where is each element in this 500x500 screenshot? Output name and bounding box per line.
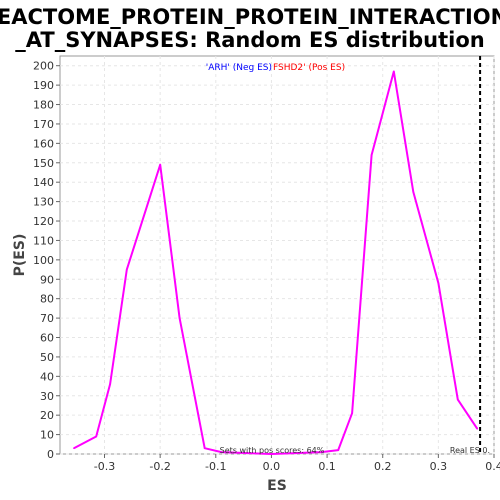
y-tick-label: 150 <box>33 157 54 170</box>
x-tick-label: 0.0 <box>263 460 281 473</box>
x-tick-label: -0.1 <box>205 460 226 473</box>
y-tick-label: 0 <box>47 448 54 461</box>
data-point <box>203 447 206 449</box>
chart-title-line-2: _AT_SYNAPSES: Random ES distribution <box>15 28 484 52</box>
chart-title-line-1: REACTOME_PROTEIN_PROTEIN_INTERACTIONS <box>0 5 500 29</box>
pos-scores-annotation: Sets with pos scores: 64% <box>220 446 325 455</box>
data-point <box>337 449 340 451</box>
x-tick-label: 0.4 <box>485 460 500 473</box>
y-tick-label: 120 <box>33 215 54 228</box>
y-tick-label: 50 <box>40 351 54 364</box>
data-point <box>393 70 395 73</box>
y-tick-label: 100 <box>33 254 54 267</box>
x-tick-label: 0.3 <box>430 460 448 473</box>
legend-pos-es: FSHD2' (Pos ES) <box>273 63 345 73</box>
y-tick-label: 140 <box>33 176 54 189</box>
y-tick-label: 30 <box>40 390 54 403</box>
data-point <box>370 154 373 156</box>
data-point <box>351 412 353 415</box>
y-tick-label: 180 <box>33 99 54 112</box>
y-tick-label: 110 <box>33 234 54 247</box>
x-axis: -0.3 -0.2 -0.1 0.0 0.1 0.2 0.3 0.4 <box>94 454 500 473</box>
y-tick-label: 80 <box>40 293 54 306</box>
y-tick-label: 40 <box>40 370 54 383</box>
y-tick-label: 190 <box>33 79 54 92</box>
plot-area <box>59 55 495 455</box>
y-tick-label: 10 <box>40 429 54 442</box>
y-tick-label: 160 <box>33 137 54 150</box>
data-point <box>476 427 479 430</box>
real-es-label: Real ES 0. <box>450 446 490 455</box>
data-point <box>270 453 273 455</box>
x-tick-label: -0.2 <box>149 460 170 473</box>
grid <box>60 56 495 455</box>
x-axis-label: ES <box>267 478 287 494</box>
data-point <box>412 191 415 193</box>
y-tick-label: 170 <box>33 118 54 131</box>
data-point <box>178 317 181 319</box>
y-axis: 0 10 20 30 40 50 60 70 80 90 100 110 120 130 140 150 160… <box>33 60 60 461</box>
series-layer <box>73 70 479 455</box>
es-distribution-line <box>73 70 479 455</box>
y-tick-label: 20 <box>40 409 54 422</box>
y-axis-label: P(ES) <box>12 234 28 277</box>
data-point <box>109 383 111 385</box>
x-tick-label: 0.1 <box>318 460 336 473</box>
data-point <box>73 447 75 449</box>
data-point <box>159 163 161 166</box>
data-point <box>125 268 128 271</box>
data-point <box>95 435 97 438</box>
data-point <box>457 398 459 401</box>
y-tick-label: 200 <box>33 60 54 73</box>
y-tick-label: 130 <box>33 196 54 209</box>
legend-neg-es: 'ARH' (Neg ES) <box>206 63 272 73</box>
x-tick-label: -0.3 <box>94 460 115 473</box>
y-tick-label: 70 <box>40 312 54 325</box>
y-tick-label: 60 <box>40 332 54 345</box>
data-point <box>437 282 440 284</box>
y-tick-label: 90 <box>40 273 54 286</box>
x-tick-label: 0.2 <box>374 460 392 473</box>
data-point <box>320 451 323 453</box>
data-point <box>220 451 223 453</box>
